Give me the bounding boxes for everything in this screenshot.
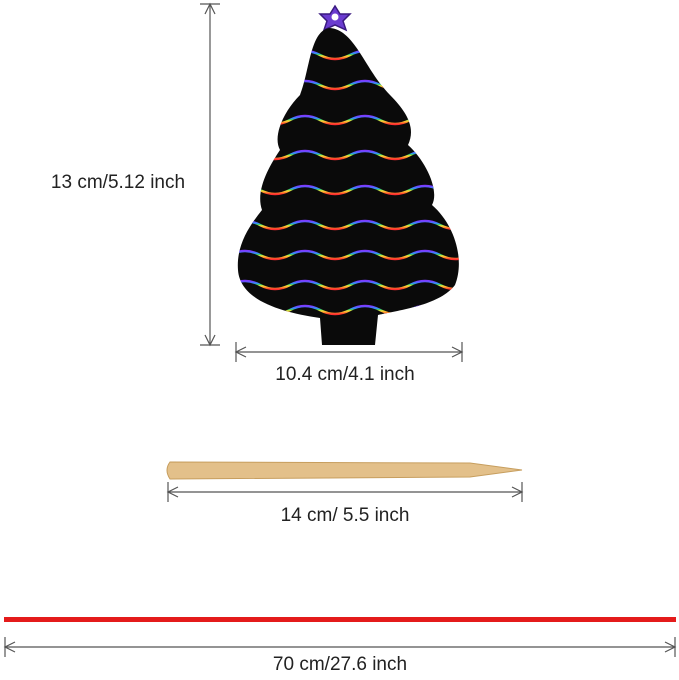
red-ribbon — [4, 617, 676, 622]
width-label: 10.4 cm/4.1 inch — [275, 364, 414, 385]
bamboo-stick — [166, 461, 523, 480]
height-label: 13 cm/5.12 inch — [51, 172, 185, 193]
hole — [331, 13, 339, 21]
stick-dimension: 14 cm/ 5.5 inch — [166, 482, 524, 526]
ribbon-dimension: 70 cm/27.6 inch — [3, 637, 677, 675]
stick-label: 14 cm/ 5.5 inch — [281, 505, 410, 526]
height-dimension: 13 cm/5.12 inch — [51, 2, 220, 347]
scratch-tree — [237, 4, 459, 345]
ribbon-label: 70 cm/27.6 inch — [273, 654, 407, 675]
width-dimension: 10.4 cm/4.1 inch — [234, 342, 464, 385]
tree-body — [237, 28, 459, 345]
